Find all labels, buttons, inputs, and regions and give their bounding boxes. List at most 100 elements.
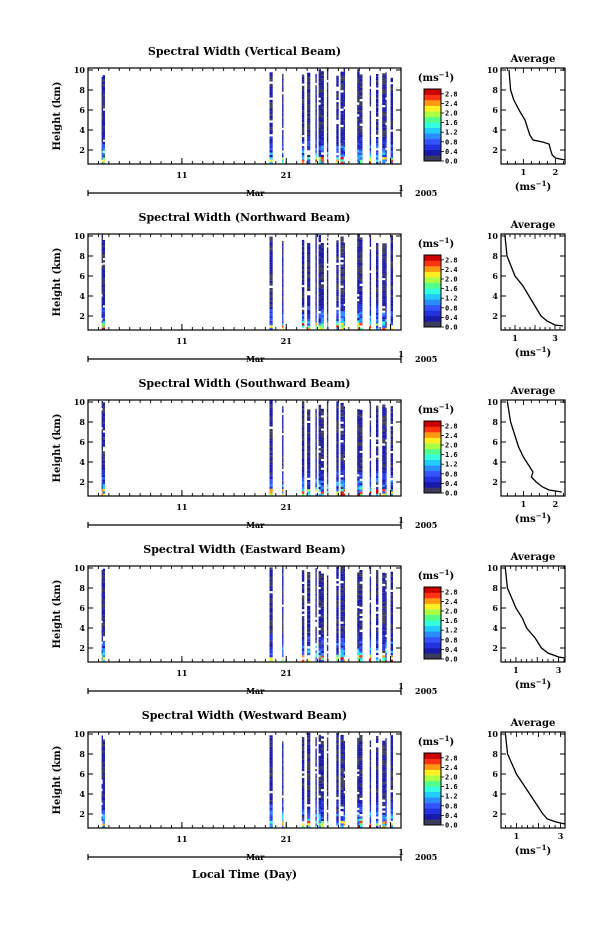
data-cell	[301, 600, 305, 603]
data-cell	[301, 266, 305, 270]
data-cell	[307, 409, 311, 412]
data-cell	[357, 480, 360, 483]
data-cell	[269, 274, 273, 277]
avg-x-tick-label: 3	[558, 831, 564, 841]
data-cell	[357, 603, 360, 606]
data-cell	[315, 463, 317, 466]
data-cell	[376, 435, 379, 438]
data-cell	[102, 800, 105, 804]
data-cell	[320, 766, 324, 769]
data-cell	[102, 634, 105, 637]
data-cell	[390, 242, 393, 245]
data-cell	[357, 608, 360, 611]
data-cell	[357, 648, 360, 651]
data-cell	[318, 623, 321, 626]
data-cell	[376, 152, 379, 155]
data-cell	[307, 739, 311, 743]
data-cell	[390, 655, 393, 658]
data-cell	[369, 766, 372, 769]
data-cell	[320, 71, 324, 74]
data-cell	[318, 641, 321, 644]
data-cell	[357, 133, 360, 136]
data-cell	[269, 472, 273, 475]
data-cell	[343, 446, 345, 449]
month-label: Mar	[246, 852, 265, 862]
data-cell	[326, 311, 329, 314]
data-cell	[307, 325, 311, 328]
avg-y-tick-label: 2	[492, 477, 498, 487]
data-cell	[101, 320, 103, 323]
data-cell	[320, 145, 324, 148]
data-cell	[382, 441, 386, 444]
data-cell	[326, 149, 329, 152]
data-cell	[102, 791, 105, 794]
data-cell	[343, 104, 345, 107]
data-cell	[359, 634, 363, 637]
data-cell	[326, 584, 329, 587]
data-cell	[382, 436, 386, 439]
data-cell	[326, 816, 329, 819]
data-cell	[269, 814, 273, 817]
data-cell	[343, 583, 345, 586]
data-cell	[369, 593, 372, 596]
data-cell	[376, 759, 379, 762]
data-cell	[382, 431, 386, 435]
data-cell	[343, 751, 345, 755]
data-cell	[318, 659, 321, 662]
data-cell	[369, 327, 372, 330]
data-cell	[320, 591, 324, 594]
data-cell	[357, 152, 360, 155]
data-cell	[385, 434, 387, 438]
data-cell	[301, 248, 305, 252]
data-cell	[390, 125, 393, 128]
data-cell	[326, 472, 329, 475]
data-cell	[318, 452, 321, 455]
data-cell	[318, 652, 321, 656]
data-cell	[385, 109, 387, 112]
data-cell	[390, 462, 393, 465]
data-cell	[340, 74, 344, 77]
data-cell	[357, 97, 360, 100]
data-cell	[340, 493, 344, 496]
data-cell	[315, 253, 317, 256]
data-cell	[320, 432, 324, 435]
data-cell	[376, 280, 379, 283]
data-cell	[326, 302, 329, 305]
data-cell	[359, 776, 363, 780]
data-cell	[282, 758, 284, 761]
data-cell	[340, 85, 344, 88]
data-cell	[101, 648, 103, 651]
data-cell	[340, 602, 344, 605]
y-tick-label: 2	[79, 477, 85, 487]
data-cell	[101, 94, 103, 97]
data-cell	[390, 773, 393, 776]
data-cell	[315, 286, 317, 290]
data-cell	[269, 102, 273, 105]
data-cell	[307, 427, 311, 430]
colorbar-segment	[424, 89, 441, 95]
data-cell	[282, 645, 284, 648]
data-cell	[326, 159, 329, 162]
colorbar-segment	[424, 443, 441, 449]
data-cell	[301, 294, 305, 297]
data-cell	[282, 462, 284, 465]
data-cell	[343, 299, 345, 302]
data-cell	[336, 298, 339, 301]
data-cell	[390, 239, 393, 243]
data-cell	[369, 635, 372, 639]
data-cell	[102, 814, 105, 817]
data-cell	[307, 109, 311, 112]
data-cell	[315, 485, 317, 488]
data-cell	[343, 111, 345, 114]
colorbar-segment	[424, 797, 441, 804]
data-cell	[269, 484, 273, 487]
data-cell	[101, 109, 103, 112]
data-cell	[385, 443, 387, 447]
data-cell	[269, 297, 273, 300]
data-cell	[359, 639, 363, 642]
data-cell	[102, 318, 105, 321]
data-cell	[369, 654, 372, 658]
data-cell	[282, 276, 284, 279]
data-cell	[102, 606, 105, 609]
